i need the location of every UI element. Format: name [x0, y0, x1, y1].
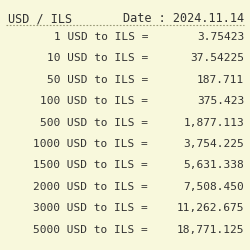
- Text: 1,877.113: 1,877.113: [183, 118, 244, 128]
- Text: 37.54225: 37.54225: [190, 54, 244, 64]
- Text: 187.711: 187.711: [197, 75, 244, 85]
- Text: 375.423: 375.423: [197, 96, 244, 106]
- Text: USD / ILS: USD / ILS: [8, 12, 72, 25]
- Text: 1 USD to ILS =: 1 USD to ILS =: [54, 32, 148, 42]
- Text: 10 USD to ILS =: 10 USD to ILS =: [47, 54, 148, 64]
- Text: 50 USD to ILS =: 50 USD to ILS =: [47, 75, 148, 85]
- Text: 5,631.338: 5,631.338: [183, 160, 244, 170]
- Text: 3,754.225: 3,754.225: [183, 139, 244, 149]
- Text: 100 USD to ILS =: 100 USD to ILS =: [40, 96, 148, 106]
- Text: 7,508.450: 7,508.450: [183, 182, 244, 192]
- Text: 3.75423: 3.75423: [197, 32, 244, 42]
- Text: 1500 USD to ILS =: 1500 USD to ILS =: [33, 160, 148, 170]
- Text: 18,771.125: 18,771.125: [176, 224, 244, 234]
- Text: 1000 USD to ILS =: 1000 USD to ILS =: [33, 139, 148, 149]
- Text: 5000 USD to ILS =: 5000 USD to ILS =: [33, 224, 148, 234]
- Text: Date : 2024.11.14: Date : 2024.11.14: [123, 12, 244, 25]
- Text: 11,262.675: 11,262.675: [176, 203, 244, 213]
- Text: 3000 USD to ILS =: 3000 USD to ILS =: [33, 203, 148, 213]
- Text: 2000 USD to ILS =: 2000 USD to ILS =: [33, 182, 148, 192]
- Text: 500 USD to ILS =: 500 USD to ILS =: [40, 118, 148, 128]
